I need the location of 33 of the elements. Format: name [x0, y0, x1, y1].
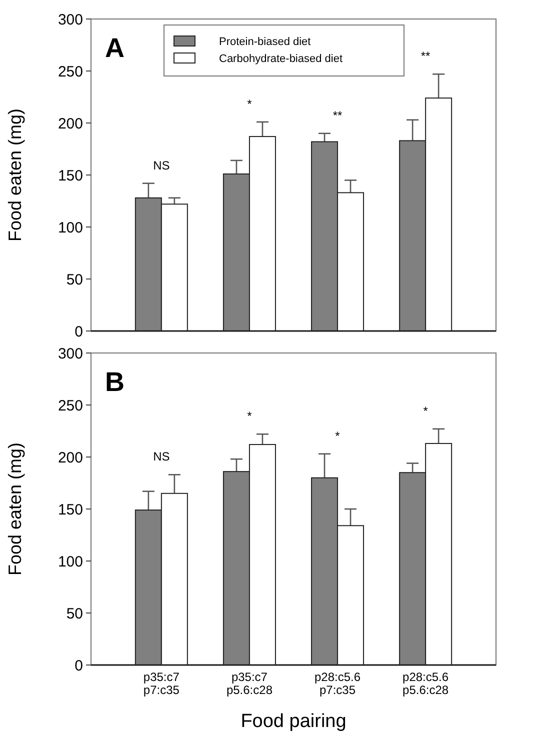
x-tick-label: p28:c5.6 p5.6:c28: [402, 670, 449, 697]
text: B: [105, 367, 124, 397]
y-tick-label: 50: [66, 605, 83, 622]
x-tick-label: p28:c5.6 p7:c35: [314, 670, 361, 697]
annotation: *: [335, 428, 340, 443]
annotation: NS: [153, 158, 170, 172]
y-axis-title: Food eaten (mg): [5, 108, 25, 242]
y-tick-label: 0: [74, 657, 83, 674]
y-tick-label: 50: [66, 271, 83, 288]
annotation: **: [420, 49, 431, 64]
legend-label: Protein-biased diet: [219, 36, 311, 48]
y-tick-label: 250: [58, 397, 83, 414]
annotation: *: [423, 404, 428, 418]
y-tick-label: 150: [58, 501, 83, 518]
y-tick-label: 200: [58, 449, 83, 466]
annotation: NS: [153, 450, 170, 464]
annotation: **: [332, 108, 343, 122]
x-tick-label: p35:c7 p7:c35: [143, 670, 180, 697]
y-tick-label: 150: [58, 167, 83, 184]
x-tick-label: p35:c7 p5.6:c28: [226, 670, 273, 697]
y-axis-title: Food eaten (mg): [5, 442, 25, 576]
y-tick-label: 300: [58, 11, 83, 28]
y-tick-label: 300: [58, 345, 83, 362]
annotation: *: [247, 409, 252, 424]
legend-label: Carbohydrate-biased diet: [219, 52, 343, 65]
y-tick-label: 100: [58, 553, 83, 570]
x-axis-title: Food pairing: [240, 711, 346, 732]
text: A: [105, 33, 124, 63]
annotation: *: [247, 96, 252, 111]
y-tick-label: 0: [74, 323, 83, 340]
y-tick-label: 250: [58, 63, 83, 80]
y-tick-label: 100: [58, 219, 83, 236]
y-tick-label: 200: [58, 115, 83, 132]
